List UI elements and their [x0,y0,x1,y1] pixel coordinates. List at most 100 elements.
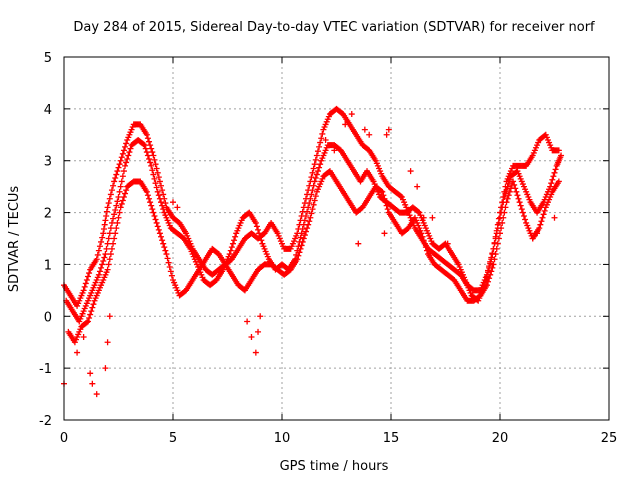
data-point [510,178,517,185]
data-point [126,149,133,156]
data-point [150,209,157,216]
data-point [107,191,114,198]
data-point [127,145,134,152]
data-point [539,214,546,221]
data-point [165,259,172,266]
data-point [512,185,519,192]
data-point [383,131,390,138]
data-point [108,245,115,252]
data-point [244,318,251,325]
data-point [155,226,162,233]
data-point [490,261,497,268]
data-point [314,168,321,175]
data-point [83,319,90,326]
data-point [156,178,163,185]
data-point [158,182,165,189]
data-point [298,230,305,237]
series-scattered [170,111,558,247]
data-point [147,142,154,149]
data-point [397,193,404,200]
data-point [152,216,159,223]
data-point [159,202,166,209]
y-tick-label: 4 [44,103,52,118]
data-point [158,199,165,206]
data-point [150,171,157,178]
data-point [312,156,319,163]
data-point [502,204,509,211]
data-point [124,155,131,162]
data-point [156,195,163,202]
data-point [148,162,155,169]
data-point [550,173,557,180]
data-point [116,188,123,195]
data-point [301,217,308,224]
data-point [88,308,95,315]
data-point [383,202,390,209]
data-point [548,180,555,187]
data-point [483,282,490,289]
data-point [113,171,120,178]
data-point [501,194,508,201]
data-point [316,143,323,150]
data-point [86,270,93,277]
data-point [87,311,94,318]
data-point [231,237,238,244]
data-point [297,234,304,241]
data-point [100,257,107,264]
data-point [255,226,262,233]
data-point [144,135,151,142]
data-point [322,136,329,143]
data-point [494,240,501,247]
data-point [491,256,498,263]
data-point [116,209,123,216]
data-point [148,202,155,209]
data-point [298,242,305,249]
data-point [154,223,161,230]
data-point [119,197,126,204]
data-point [120,194,127,201]
y-tick-label: 3 [44,155,52,170]
axis-ticks: 0 5 10 15 20 25 -2 -1 0 1 2 3 4 5 [39,51,617,446]
data-point [102,251,109,258]
data-point [106,313,113,320]
data-point [164,255,171,262]
data-point [418,230,425,237]
data-points [61,105,565,398]
data-point [114,168,121,175]
data-point [488,268,495,275]
data-point [295,252,302,259]
data-point [111,178,118,185]
data-point [99,261,106,268]
data-point [149,206,156,213]
data-point [423,247,430,254]
data-point [149,167,156,174]
data-point [146,195,153,202]
data-point [117,204,124,211]
data-point [98,238,105,245]
y-tick-label: -1 [39,362,52,377]
data-point [487,271,494,278]
data-point [107,225,114,232]
data-point [252,219,259,226]
data-point [83,276,90,283]
plot-frame [63,56,610,421]
data-point [311,197,318,204]
data-point [317,161,324,168]
data-point [308,191,315,198]
data-point [122,162,129,169]
data-point [113,225,120,232]
data-point [162,247,169,254]
data-point [143,131,150,138]
data-point [312,175,319,181]
data-point [407,168,414,175]
data-point [143,188,150,195]
data-point [307,214,314,221]
data-point [486,275,493,282]
data-point [511,181,518,188]
data-point [253,223,260,230]
data-point [114,219,121,226]
data-point [125,152,132,159]
data-point [105,235,112,242]
